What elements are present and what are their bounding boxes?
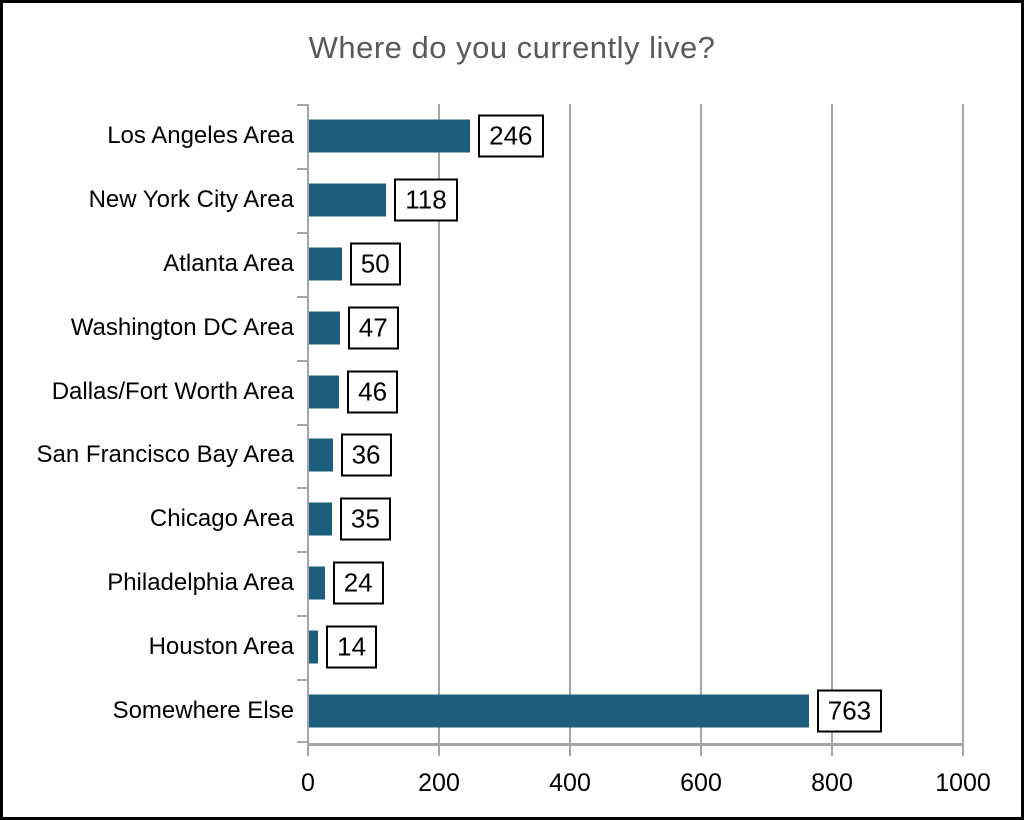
gridline (831, 104, 833, 743)
value-label: 14 (326, 625, 378, 669)
x-axis-tick-label: 200 (418, 769, 460, 797)
value-label: 763 (816, 689, 883, 733)
y-axis-line (307, 104, 309, 743)
bar (309, 247, 342, 281)
y-axis-tick (297, 296, 307, 298)
value-label: 47 (347, 306, 399, 350)
category-label: San Francisco Bay Area (36, 441, 294, 469)
y-axis-tick (297, 424, 307, 426)
value-label: 50 (349, 242, 401, 286)
category-label: New York City Area (88, 185, 294, 213)
category-label: Atlanta Area (163, 249, 294, 277)
y-axis-tick (297, 232, 307, 234)
x-axis-tick (438, 746, 440, 756)
y-axis-tick (297, 360, 307, 362)
bar (309, 502, 332, 536)
bar (309, 438, 333, 472)
bar (309, 311, 340, 345)
bar (309, 119, 471, 153)
value-label: 46 (347, 370, 399, 414)
y-axis-tick (297, 551, 307, 553)
plot-area: 0 200 400 600 800 1000 Los Angeles Area 246 New … (37, 104, 991, 797)
x-axis-tick-label: 600 (680, 769, 722, 797)
category-label: Dallas/Fort Worth Area (51, 377, 294, 405)
x-axis-line (307, 743, 964, 746)
y-axis-tick (297, 679, 307, 681)
y-axis-tick (297, 168, 307, 170)
bar (309, 630, 319, 664)
value-label: 35 (339, 497, 391, 541)
x-axis-tick (831, 746, 833, 756)
y-axis-tick (297, 615, 307, 617)
category-label: Philadelphia Area (107, 569, 294, 597)
gridline (962, 104, 964, 743)
category-label: Houston Area (148, 633, 294, 661)
x-axis-tick (569, 746, 571, 756)
x-axis-tick-label: 400 (549, 769, 591, 797)
y-axis-tick (297, 741, 307, 743)
gridline (569, 104, 571, 743)
bar (309, 694, 809, 728)
value-label: 118 (394, 178, 458, 222)
x-axis-tick (962, 746, 964, 756)
x-axis-tick (307, 746, 309, 756)
x-axis-tick-label: 1000 (935, 769, 991, 797)
x-axis-tick-label: 800 (811, 769, 853, 797)
value-label: 24 (332, 561, 384, 605)
bar (309, 375, 340, 409)
bar (309, 566, 325, 600)
gridline (700, 104, 702, 743)
bar (309, 183, 387, 217)
y-axis-tick (297, 487, 307, 489)
category-label: Washington DC Area (70, 313, 294, 341)
gridline (438, 104, 440, 743)
value-label: 36 (340, 433, 392, 477)
category-label: Somewhere Else (112, 697, 294, 725)
value-label: 246 (478, 114, 544, 158)
category-label: Los Angeles Area (107, 121, 294, 149)
x-axis-tick-label: 0 (301, 769, 315, 797)
y-axis-tick (297, 104, 307, 106)
x-axis-tick (700, 746, 702, 756)
chart-title: Where do you currently live? (308, 30, 716, 65)
category-label: Chicago Area (149, 505, 294, 533)
